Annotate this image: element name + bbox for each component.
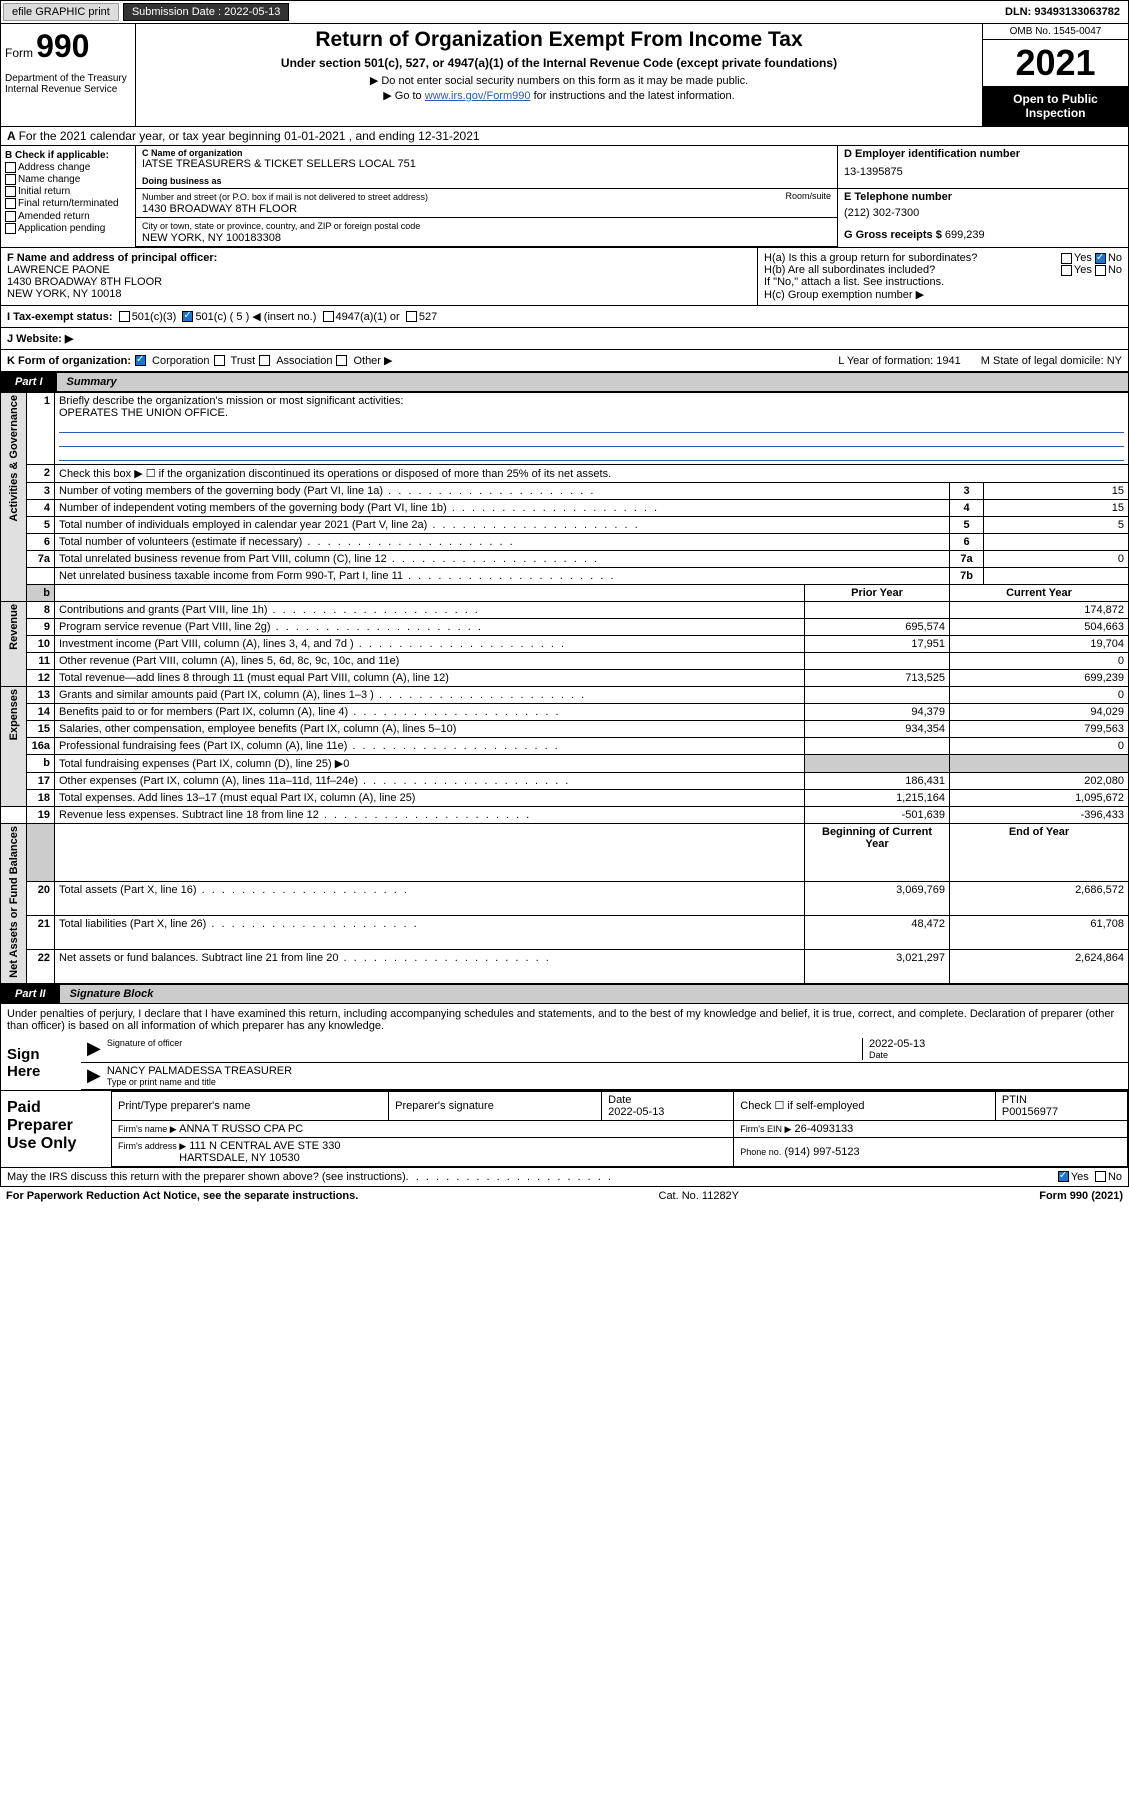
block-b-thru-g: B Check if applicable: Address change Na… [0, 146, 1129, 248]
col-b: B Check if applicable: Address change Na… [1, 146, 136, 247]
city-address: City or town, state or province, country… [136, 218, 837, 247]
signature-block: Under penalties of perjury, I declare th… [0, 1004, 1129, 1091]
cb-app-pending[interactable]: Application pending [5, 223, 131, 234]
note-link: Go to www.irs.gov/Form990 for instructio… [144, 89, 974, 102]
part1-header: Part I Summary [0, 372, 1129, 392]
ha-no-checkbox[interactable] [1095, 253, 1106, 264]
col-c: C Name of organization IATSE TREASURERS … [136, 146, 1128, 247]
summary-table: Activities & Governance 1 Briefly descri… [0, 392, 1129, 984]
department-label: Department of the Treasury Internal Reve… [5, 73, 131, 95]
website-row: J Website: ▶ [0, 328, 1129, 350]
discuss-yes-checkbox[interactable] [1058, 1171, 1069, 1182]
cb-4947[interactable] [323, 311, 334, 322]
principal-officer: F Name and address of principal officer:… [1, 248, 758, 305]
side-revenue: Revenue [1, 602, 27, 687]
omb-number: OMB No. 1545-0047 [983, 24, 1128, 40]
side-expenses: Expenses [1, 687, 27, 807]
form-header: Form 990 Department of the Treasury Inte… [0, 24, 1129, 127]
cb-address-change[interactable]: Address change [5, 162, 131, 173]
omb-cell: OMB No. 1545-0047 2021 Open to Public In… [983, 24, 1128, 126]
form-title: Return of Organization Exempt From Incom… [144, 28, 974, 52]
ein-box: D Employer identification number 13-1395… [838, 146, 1128, 189]
paid-preparer-label: Paid Preparer Use Only [1, 1091, 111, 1167]
cb-501c3[interactable] [119, 311, 130, 322]
sign-here-label: Sign Here [1, 1036, 81, 1090]
name-arrow-icon: ▶ [87, 1065, 101, 1087]
street-address: Number and street (or P.O. box if mail i… [136, 189, 837, 218]
cb-assoc[interactable] [259, 355, 270, 366]
cb-final-return[interactable]: Final return/terminated [5, 198, 131, 209]
irs-link[interactable]: www.irs.gov/Form990 [425, 90, 531, 102]
discuss-row: May the IRS discuss this return with the… [0, 1168, 1129, 1187]
footer-last: For Paperwork Reduction Act Notice, see … [0, 1187, 1129, 1205]
cb-initial-return[interactable]: Initial return [5, 186, 131, 197]
state-domicile: M State of legal domicile: NY [981, 355, 1122, 367]
cb-trust[interactable] [214, 355, 225, 366]
cb-name-change[interactable]: Name change [5, 174, 131, 185]
perjury-declaration: Under penalties of perjury, I declare th… [1, 1004, 1128, 1036]
dln: DLN: 93493133063782 [1005, 6, 1126, 18]
cb-amended[interactable]: Amended return [5, 211, 131, 222]
tax-year: 2021 [983, 40, 1128, 86]
section-a: A For the 2021 calendar year, or tax yea… [0, 127, 1129, 146]
cb-527[interactable] [406, 311, 417, 322]
discuss-no-checkbox[interactable] [1095, 1171, 1106, 1182]
note-ssn: Do not enter social security numbers on … [144, 74, 974, 87]
tax-exempt-status: I Tax-exempt status: 501(c)(3) 501(c) ( … [0, 306, 1129, 328]
phone-receipts: E Telephone number (212) 302-7300 G Gros… [838, 189, 1128, 247]
part2-header: Part II Signature Block [0, 984, 1129, 1004]
h-section: H(a) Is this a group return for subordin… [758, 248, 1128, 305]
paid-preparer-block: Paid Preparer Use Only Print/Type prepar… [0, 1091, 1129, 1168]
k-row: K Form of organization: Corporation Trus… [0, 350, 1129, 372]
year-formation: L Year of formation: 1941 [838, 355, 961, 367]
form-label-cell: Form 990 Department of the Treasury Inte… [1, 24, 136, 126]
form-ref: Form 990 (2021) [1039, 1190, 1123, 1202]
efile-top-bar: efile GRAPHIC print Submission Date : 20… [0, 0, 1129, 24]
side-activities: Activities & Governance [1, 393, 27, 602]
org-name-box: C Name of organization IATSE TREASURERS … [136, 146, 838, 189]
efile-label: efile GRAPHIC print [3, 3, 119, 21]
submission-date-btn[interactable]: Submission Date : 2022-05-13 [123, 3, 290, 21]
row-f-h: F Name and address of principal officer:… [0, 248, 1129, 306]
title-cell: Return of Organization Exempt From Incom… [136, 24, 983, 126]
cb-other[interactable] [336, 355, 347, 366]
signature-arrow-icon: ▶ [87, 1038, 101, 1060]
open-public-badge: Open to Public Inspection [983, 86, 1128, 126]
cb-corp[interactable] [135, 355, 146, 366]
form-subtitle: Under section 501(c), 527, or 4947(a)(1)… [144, 56, 974, 70]
cb-501c[interactable] [182, 311, 193, 322]
form-number: 990 [36, 28, 89, 64]
side-net-assets: Net Assets or Fund Balances [1, 824, 27, 984]
